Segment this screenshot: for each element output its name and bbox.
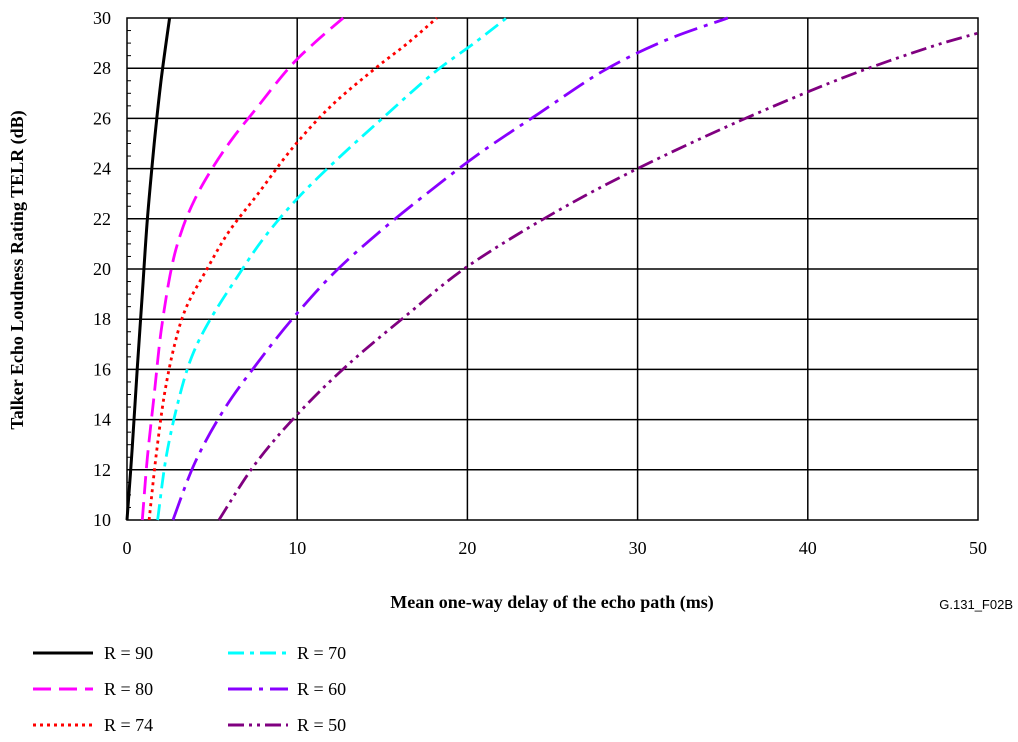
- series-line: [171, 16, 729, 521]
- y-tick-label: 12: [93, 460, 111, 480]
- y-tick-label: 18: [93, 309, 111, 329]
- y-minor-ticks: [127, 30, 131, 508]
- y-axis-title: Talker Echo Loudness Rating TELR (dB): [7, 110, 28, 429]
- x-tick-label: 20: [458, 538, 476, 558]
- legend: R = 90 R = 80 R = 74 R = 70 R = 60 R = 50: [33, 643, 346, 735]
- series-line: [125, 17, 172, 521]
- series-line: [156, 16, 508, 521]
- x-axis-title: Mean one-way delay of the echo path (ms): [390, 592, 713, 613]
- series-line: [147, 16, 438, 521]
- y-tick-label: 22: [93, 209, 111, 229]
- legend-label: R = 74: [104, 715, 153, 735]
- y-tick-label: 20: [93, 259, 111, 279]
- legend-label: R = 60: [297, 679, 346, 699]
- x-tick-labels: 0 10 20 30 40 50: [123, 538, 988, 558]
- series-lines: [125, 16, 979, 521]
- legend-label: R = 70: [297, 643, 346, 663]
- figure-id: G.131_F02B: [939, 597, 1013, 612]
- series-line: [217, 31, 979, 521]
- legend-label: R = 50: [297, 715, 346, 735]
- gridlines: [127, 18, 978, 520]
- y-tick-labels: 10 12 14 16 18 20 22 24 26 28 30: [93, 8, 111, 530]
- legend-label: R = 80: [104, 679, 153, 699]
- y-tick-label: 14: [93, 410, 111, 430]
- y-tick-label: 26: [93, 108, 111, 128]
- x-tick-label: 40: [799, 538, 817, 558]
- x-tick-label: 0: [123, 538, 132, 558]
- x-tick-label: 30: [629, 538, 647, 558]
- y-tick-label: 16: [93, 359, 111, 379]
- legend-label: R = 90: [104, 643, 153, 663]
- x-tick-label: 50: [969, 538, 987, 558]
- x-tick-label: 10: [288, 538, 306, 558]
- y-tick-label: 24: [93, 159, 111, 179]
- y-tick-label: 10: [93, 510, 111, 530]
- y-tick-label: 28: [93, 58, 111, 78]
- series-line: [140, 16, 345, 521]
- y-tick-label: 30: [93, 8, 111, 28]
